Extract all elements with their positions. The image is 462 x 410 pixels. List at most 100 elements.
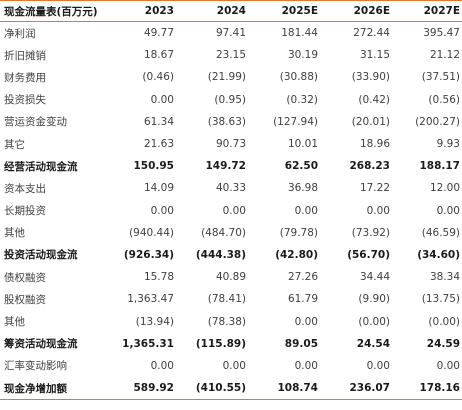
row-value: 1,365.31 <box>122 337 174 350</box>
row-value: 40.89 <box>215 271 246 284</box>
row-label: 汇率变动影响 <box>4 360 67 373</box>
row-value: (30.88) <box>279 71 318 84</box>
row-value: (0.56) <box>428 93 460 106</box>
row-label: 投资活动现金流 <box>4 249 78 262</box>
row-value: 0.00 <box>222 359 246 372</box>
row-value: 188.17 <box>419 160 460 173</box>
table-title: 现金流量表(百万元) <box>4 5 98 18</box>
table-row: 长期投资 0.00 0.00 0.00 0.00 0.00 <box>0 200 462 222</box>
row-label: 净利润 <box>4 27 36 40</box>
row-value: 108.74 <box>277 382 318 395</box>
row-value: 18.96 <box>359 138 390 151</box>
row-label: 其他 <box>4 316 25 329</box>
row-value: 15.78 <box>143 271 174 284</box>
row-value: (115.89) <box>195 337 246 350</box>
row-value: (0.32) <box>286 93 318 106</box>
row-value: 24.54 <box>356 337 390 350</box>
year-header: 2024 <box>216 5 246 17</box>
row-value: (0.46) <box>142 71 174 84</box>
row-value: 38.34 <box>429 271 460 284</box>
row-value: 24.59 <box>426 337 460 350</box>
row-value: 90.73 <box>215 138 246 151</box>
row-value: 89.05 <box>284 337 318 350</box>
row-label: 经营活动现金流 <box>4 160 78 173</box>
row-value: 1,363.47 <box>127 293 174 306</box>
table-header: 现金流量表(百万元) 2023 2024 2025E 2026E 2027E <box>0 0 462 22</box>
table-row: 债权融资 15.78 40.89 27.26 34.44 38.34 <box>0 266 462 288</box>
row-value: 17.22 <box>359 182 390 195</box>
row-value: 27.26 <box>287 271 318 284</box>
table-row: 现金净增加额 589.92 (410.55) 108.74 236.07 178.16 <box>0 377 462 401</box>
row-value: 12.00 <box>429 182 460 195</box>
row-value: (34.60) <box>417 248 460 261</box>
table-row: 投资损失 0.00 (0.95) (0.32) (0.42) (0.56) <box>0 89 462 111</box>
row-value: 236.07 <box>349 382 390 395</box>
row-value: (0.00) <box>358 315 390 328</box>
row-label: 股权融资 <box>4 293 46 306</box>
row-value: (940.44) <box>129 226 174 239</box>
row-label: 财务费用 <box>4 71 46 84</box>
row-value: (78.38) <box>207 315 246 328</box>
row-value: (21.99) <box>207 71 246 84</box>
row-value: (38.63) <box>207 115 246 128</box>
row-label: 其他 <box>4 227 25 240</box>
row-value: 49.77 <box>143 27 174 40</box>
row-value: 34.44 <box>359 271 390 284</box>
row-value: 9.93 <box>436 138 460 151</box>
row-label: 长期投资 <box>4 205 46 218</box>
row-value: 0.00 <box>436 204 460 217</box>
table-row: 汇率变动影响 0.00 0.00 0.00 0.00 0.00 <box>0 355 462 377</box>
row-value: 0.00 <box>366 359 390 372</box>
row-value: 31.15 <box>359 49 390 62</box>
table-row: 投资活动现金流 (926.34) (444.38) (42.80) (56.70) (34… <box>0 244 462 266</box>
row-value: (127.94) <box>273 115 318 128</box>
table-row: 净利润 49.77 97.41 181.44 272.44 395.47 <box>0 22 462 44</box>
row-value: 589.92 <box>133 382 174 395</box>
year-header: 2027E <box>423 5 460 17</box>
row-label: 营运资金变动 <box>4 116 67 129</box>
row-value: (42.80) <box>275 248 318 261</box>
row-label: 现金净增加额 <box>4 382 67 395</box>
row-value: 0.00 <box>294 359 318 372</box>
row-value: 181.44 <box>281 27 318 40</box>
row-label: 投资损失 <box>4 94 46 107</box>
row-value: (926.34) <box>123 248 174 261</box>
row-value: 97.41 <box>215 27 246 40</box>
row-value: (13.75) <box>421 293 460 306</box>
cash-flow-table: 现金流量表(百万元) 2023 2024 2025E 2026E 2027E 净… <box>0 0 462 401</box>
table-row: 折旧摊销 18.67 23.15 30.19 31.15 21.12 <box>0 44 462 66</box>
table-row: 筹资活动现金流 1,365.31 (115.89) 89.05 24.54 24.59 <box>0 333 462 355</box>
table-row: 资本支出 14.09 40.33 36.98 17.22 12.00 <box>0 177 462 199</box>
row-value: (56.70) <box>347 248 390 261</box>
row-value: 62.50 <box>284 160 318 173</box>
row-value: (0.42) <box>358 93 390 106</box>
year-header: 2026E <box>353 5 390 17</box>
row-value: (200.27) <box>415 115 460 128</box>
row-value: 0.00 <box>436 359 460 372</box>
row-label: 债权融资 <box>4 271 46 284</box>
row-value: 150.95 <box>133 160 174 173</box>
row-value: 18.67 <box>143 49 174 62</box>
row-value: 149.72 <box>205 160 246 173</box>
row-value: 0.00 <box>222 204 246 217</box>
table-row: 其他 (13.94) (78.38) 0.00 (0.00) (0.00) <box>0 310 462 332</box>
row-value: 268.23 <box>349 160 390 173</box>
row-value: (444.38) <box>195 248 246 261</box>
year-header: 2023 <box>144 5 174 17</box>
row-label: 其它 <box>4 138 25 151</box>
table-row: 经营活动现金流 150.95 149.72 62.50 268.23 188.17 <box>0 155 462 177</box>
row-value: (410.55) <box>195 382 246 395</box>
row-value: 14.09 <box>143 182 174 195</box>
row-value: (79.78) <box>279 226 318 239</box>
row-value: 30.19 <box>287 49 318 62</box>
row-value: 40.33 <box>215 182 246 195</box>
row-value: 10.01 <box>287 138 318 151</box>
row-value: 272.44 <box>353 27 390 40</box>
row-value: 61.79 <box>287 293 318 306</box>
row-value: 23.15 <box>215 49 246 62</box>
row-value: 0.00 <box>294 204 318 217</box>
row-value: 395.47 <box>423 27 460 40</box>
row-label: 资本支出 <box>4 182 46 195</box>
row-value: (20.01) <box>351 115 390 128</box>
table-row: 其他 (940.44) (484.70) (79.78) (73.92) (46.59) <box>0 222 462 244</box>
